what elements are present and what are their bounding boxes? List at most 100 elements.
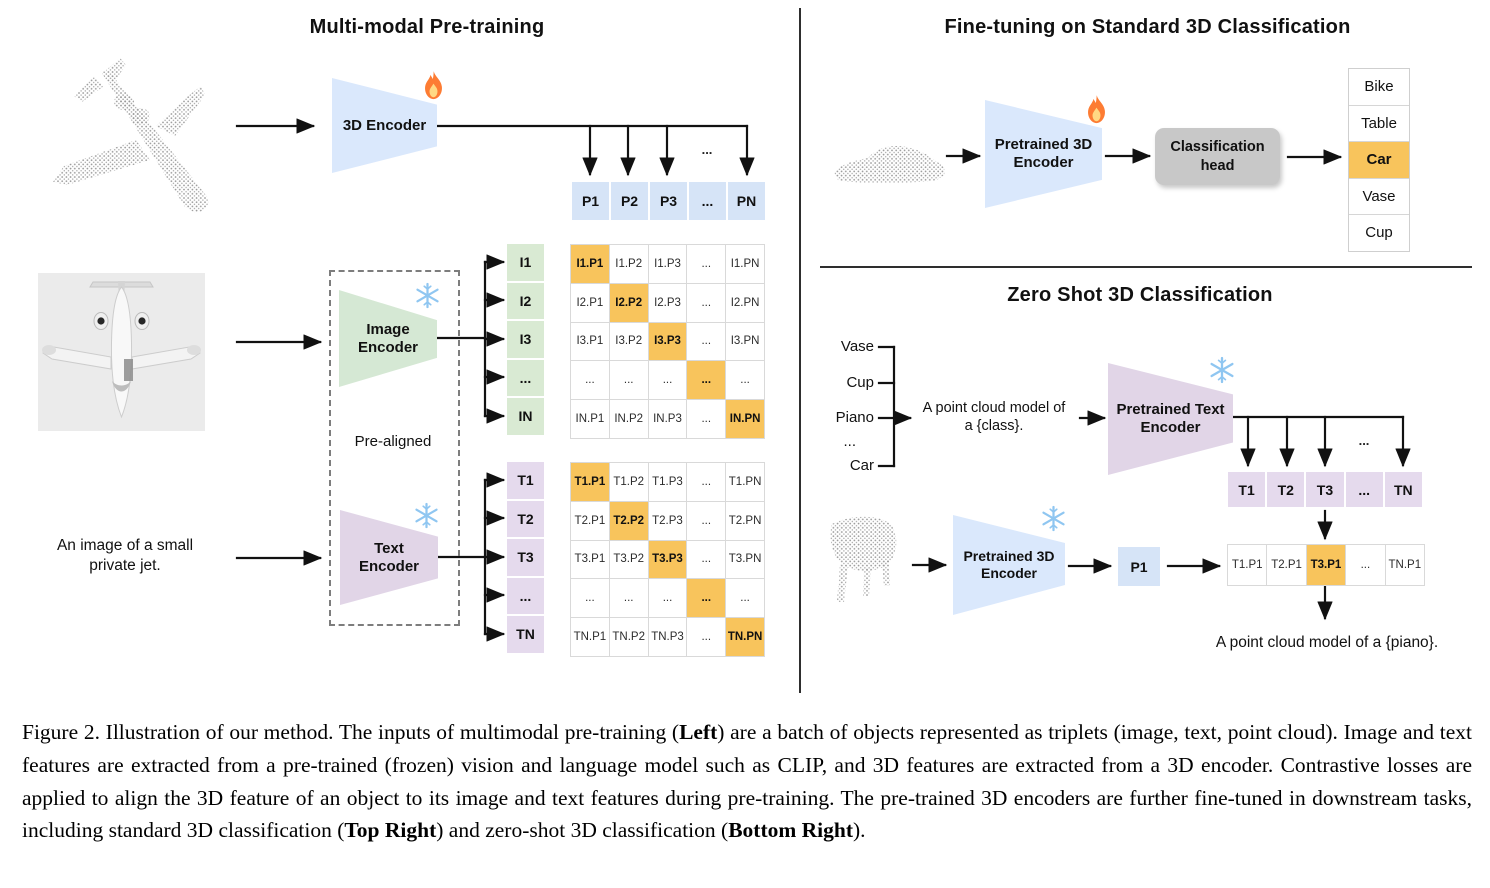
image-feature-cell: I3 — [507, 321, 544, 358]
similarity-cell: ... — [609, 579, 648, 618]
similarity-cell: ... — [609, 361, 648, 400]
car-point-cloud-image — [834, 146, 945, 183]
similarity-cell: ... — [726, 361, 764, 400]
similarity-cell: I2.PN — [726, 283, 764, 322]
t-feature-cell: T1 — [1228, 472, 1266, 507]
zero-shot-class-list: Vase Cup Piano... Car — [804, 330, 874, 480]
caption-bold-segment: Top Right — [344, 818, 437, 843]
similarity-cell: T2.P3 — [648, 501, 687, 540]
image-feature-cell: I1 — [507, 244, 544, 281]
snowflake-icon — [1210, 356, 1234, 384]
fire-icon — [1088, 95, 1105, 124]
caption-segment: ). — [853, 818, 866, 843]
similarity-cell: T1.PN — [726, 463, 764, 501]
class-option: Table — [1349, 105, 1409, 141]
zero-shot-title: Zero Shot 3D Classification — [1007, 284, 1273, 306]
p-feature-row: P1 P2 P3... PN — [572, 182, 765, 220]
pretrained-3d-encoder-label: Pretrained 3D Encoder — [963, 548, 1055, 581]
similarity-cell: ... — [648, 361, 687, 400]
similarity-cell: TN.P2 — [609, 618, 648, 656]
fire-icon — [425, 71, 442, 100]
similarity-cell: ... — [1346, 545, 1385, 585]
text-point-similarity-matrix: T1.P1 T1.P2 T1.P3... T1.PN T2.P1 T2.P2 T2.P3..… — [570, 462, 765, 657]
similarity-cell: T2.P2 — [609, 501, 648, 540]
similarity-cell: TN.P1 — [571, 618, 609, 656]
similarity-cell: I2.P1 — [571, 283, 609, 322]
prompt-template-text: A point cloud model of a {class}. — [922, 400, 1066, 434]
p-feature-cell: ... — [689, 182, 726, 220]
text-feature-cell: TN — [507, 616, 544, 653]
panel-divider-horizontal — [820, 266, 1472, 268]
p1-feature-box: P1 — [1118, 547, 1160, 586]
image-feature-cell: ... — [507, 359, 544, 396]
caption-segment: ) are a batch of objects represented as … — [22, 720, 1473, 843]
3d-encoder-label: 3D Encoder — [342, 116, 427, 134]
t-feature-cell: T2 — [1267, 472, 1305, 507]
similarity-cell: ... — [687, 283, 726, 322]
class-option: Vase — [1349, 178, 1409, 214]
similarity-cell: ... — [687, 618, 726, 656]
result-prompt-text: A point cloud model of a {piano}. — [1215, 634, 1439, 651]
airplane-photo — [38, 273, 205, 431]
similarity-cell: ... — [687, 400, 726, 438]
t-feature-cell: T3 — [1306, 472, 1344, 507]
image-point-similarity-matrix: I1.P1 I1.P2 I1.P3... I1.PN I2.P1 I2.P2 I2.P3..… — [570, 244, 765, 439]
class-option: Car — [1349, 142, 1409, 178]
similarity-cell: ... — [687, 361, 726, 400]
caption-bold-segment: Bottom Right — [728, 818, 854, 843]
similarity-cell: T1.P3 — [648, 463, 687, 501]
p-feature-cell: P1 — [572, 182, 609, 220]
p-feature-cell: P2 — [611, 182, 648, 220]
similarity-cell: ... — [687, 501, 726, 540]
similarity-cell: ... — [648, 579, 687, 618]
similarity-cell: ... — [726, 579, 764, 618]
text-feature-cell: T2 — [507, 500, 544, 537]
p-feature-cell: P3 — [650, 182, 687, 220]
class-option: Bike — [1349, 69, 1409, 105]
image-encoder-label: Image Encoder — [357, 320, 418, 356]
fanout-ellipsis: ... — [1358, 433, 1370, 448]
similarity-cell: TN.P3 — [648, 618, 687, 656]
zero-shot-class-label: Vase — [840, 338, 874, 355]
zero-shot-class-label: Cup — [846, 374, 874, 391]
snowflake-icon — [1042, 505, 1065, 532]
similarity-cell: T3.PN — [726, 540, 764, 579]
p-feature-cell: PN — [728, 182, 765, 220]
similarity-cell: T2.PN — [726, 501, 764, 540]
zero-shot-class-label: Piano — [835, 409, 874, 426]
left-panel-title: Multi-modal Pre-training — [309, 16, 545, 38]
similarity-cell: I3.P3 — [648, 322, 687, 361]
similarity-cell: IN.PN — [726, 400, 764, 438]
image-feature-cell: I2 — [507, 282, 544, 319]
similarity-cell: ... — [687, 245, 726, 283]
similarity-cell: ... — [571, 361, 609, 400]
similarity-cell: T3.P2 — [609, 540, 648, 579]
fanout-ellipsis: ... — [701, 142, 713, 157]
snowflake-icon — [415, 502, 438, 529]
text-feature-column: T1 T2 T3... TN — [507, 462, 544, 653]
text-feature-cell: ... — [507, 577, 544, 614]
t-feature-row: T1 T2 T3... TN — [1228, 472, 1422, 507]
text-encoder-label: Text Encoder — [358, 539, 419, 575]
pre-aligned-label: Pre-aligned — [354, 433, 432, 450]
pre-aligned-group-box — [329, 270, 460, 626]
piano-point-cloud-image — [830, 516, 897, 602]
similarity-cell: I3.P2 — [609, 322, 648, 361]
similarity-cell: T2.P1 — [571, 501, 609, 540]
similarity-cell: I1.P2 — [609, 245, 648, 283]
caption-segment: Figure 2. Illustration of our method. Th… — [22, 720, 680, 744]
similarity-cell: T1.P1 — [1228, 545, 1267, 585]
zero-shot-class-label: ... — [843, 433, 856, 450]
similarity-cell: ... — [687, 579, 726, 618]
similarity-cell: ... — [687, 540, 726, 579]
similarity-cell: I3.PN — [726, 322, 764, 361]
caption-bold-segment: Left — [679, 720, 718, 744]
similarity-cell: TN.PN — [726, 618, 764, 656]
text-input-caption: An image of a small private jet. — [56, 537, 194, 575]
similarity-cell: IN.P3 — [648, 400, 687, 438]
figure-caption: Figure 2. Illustration of our method. Th… — [22, 716, 1472, 847]
similarity-cell: T3.P1 — [571, 540, 609, 579]
similarity-cell: IN.P1 — [571, 400, 609, 438]
fine-tuning-title: Fine-tuning on Standard 3D Classificatio… — [944, 16, 1351, 38]
